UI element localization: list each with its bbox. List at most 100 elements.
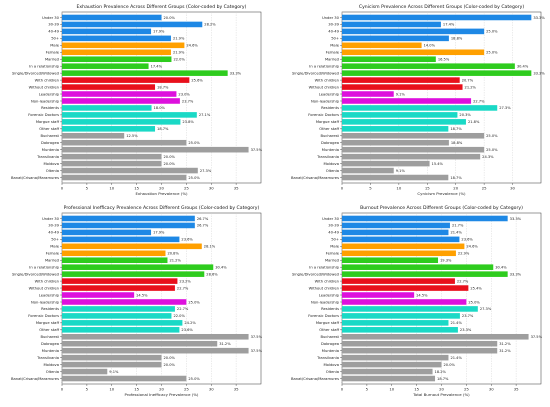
- data-label: 33.3%: [533, 71, 545, 75]
- data-label: 20.0%: [164, 162, 176, 166]
- category-label: 50+: [51, 238, 59, 242]
- data-label: 25.0%: [486, 148, 498, 152]
- bar: [62, 139, 187, 146]
- bar: [62, 153, 162, 160]
- bar: [342, 112, 458, 118]
- category-label: With children: [35, 279, 60, 283]
- x-tick-label: 30: [209, 387, 214, 392]
- bar: [62, 299, 187, 305]
- category-label: Banat/Crisana/Maramures: [11, 176, 59, 180]
- bar: [62, 91, 177, 97]
- category-label: Male: [50, 44, 59, 48]
- bar: [342, 35, 449, 42]
- x-tick-label: 10: [396, 186, 401, 191]
- bar: [342, 375, 436, 382]
- data-label: 25.0%: [188, 141, 200, 145]
- x-tick-label: 0: [341, 387, 344, 392]
- category-label: Oltenia: [46, 169, 59, 173]
- bar: [62, 320, 183, 326]
- data-label: 25.0%: [486, 30, 498, 34]
- data-label: 37.5%: [251, 335, 263, 339]
- data-label: 21.9%: [173, 51, 185, 55]
- data-label: 27.3%: [480, 307, 492, 311]
- x-tick-label: 25: [464, 387, 469, 392]
- x-tick-label: 35: [514, 387, 519, 392]
- data-label: 20.0%: [164, 356, 176, 360]
- category-label: Non-leadership: [31, 99, 60, 103]
- x-tick-label: 30: [209, 186, 214, 191]
- category-label: 50+: [51, 37, 59, 41]
- category-label: Transilvania: [316, 155, 339, 159]
- category-label: Transilvania: [316, 356, 339, 360]
- category-label: Dobrogea: [41, 342, 59, 346]
- category-label: Moldova: [323, 162, 339, 166]
- data-label: 25.0%: [486, 134, 498, 138]
- category-label: 50+: [331, 238, 339, 242]
- chart-title: Professional Inefficacy Prevalence Acros…: [64, 205, 260, 211]
- data-label: 33.3%: [533, 16, 545, 20]
- bar: [342, 222, 450, 229]
- bar: [62, 126, 156, 132]
- x-tick-label: 25: [184, 387, 189, 392]
- data-label: 23.6%: [181, 328, 193, 332]
- bar: [62, 347, 249, 354]
- category-label: Non-leadership: [31, 300, 60, 304]
- bar: [62, 167, 198, 174]
- x-tick-label: 20: [439, 387, 444, 392]
- category-label: 30-39: [328, 224, 339, 228]
- bar: [62, 105, 152, 111]
- bar: [342, 333, 529, 340]
- chart-panel-2: Cynicism Prevalence Across Different Gro…: [291, 4, 545, 196]
- category-label: Moldova: [43, 162, 59, 166]
- x-tick-label: 5: [366, 387, 369, 392]
- data-label: 25.0%: [188, 377, 200, 381]
- category-label: Without children: [309, 85, 340, 89]
- data-label: 27.3%: [499, 106, 511, 110]
- category-label: Non-leadership: [311, 300, 340, 304]
- bar: [62, 354, 162, 361]
- data-label: 21.2%: [465, 85, 477, 89]
- x-tick-label: 25: [482, 186, 487, 191]
- category-label: Single/Divorced/Widowed: [12, 71, 59, 75]
- data-label: 23.0%: [178, 92, 190, 96]
- category-label: 40-49: [328, 30, 339, 34]
- category-label: Oltenia: [326, 169, 339, 173]
- data-label: 21.2%: [169, 259, 181, 263]
- bar: [62, 368, 108, 375]
- data-label: 22.7%: [473, 99, 485, 103]
- category-label: Single/Divorced/Widowed: [292, 272, 339, 276]
- data-label: 23.7%: [182, 99, 194, 103]
- category-label: 30-39: [48, 224, 59, 228]
- category-label: 30-39: [48, 23, 59, 27]
- bar: [342, 292, 415, 298]
- bar: [62, 160, 162, 167]
- bar: [342, 361, 442, 368]
- category-label: In a relationship: [309, 265, 339, 269]
- category-label: Banat/Crisana/Maramures: [291, 377, 339, 381]
- data-label: 37.5%: [251, 349, 263, 353]
- data-label: 18.2%: [435, 370, 447, 374]
- category-label: Forensic Doctors: [308, 113, 339, 117]
- bar: [62, 174, 187, 181]
- category-label: Bucharest: [40, 134, 59, 138]
- data-label: 25.0%: [486, 51, 498, 55]
- data-label: 24.6%: [186, 44, 198, 48]
- bar: [62, 313, 172, 319]
- bar: [62, 21, 203, 28]
- data-label: 25.0%: [468, 300, 480, 304]
- bar: [62, 236, 180, 243]
- data-label: 37.5%: [531, 335, 543, 339]
- bar: [342, 105, 498, 111]
- bar: [62, 222, 195, 229]
- category-label: Morgue staff: [36, 321, 60, 325]
- bar: [342, 354, 449, 361]
- bar: [342, 77, 460, 83]
- category-label: Male: [50, 245, 59, 249]
- bar: [342, 70, 532, 76]
- bar: [342, 28, 485, 35]
- data-label: 31.2%: [499, 342, 511, 346]
- bar: [62, 215, 195, 222]
- data-label: 24.3%: [482, 155, 494, 159]
- bar: [342, 42, 422, 49]
- bar: [62, 333, 249, 340]
